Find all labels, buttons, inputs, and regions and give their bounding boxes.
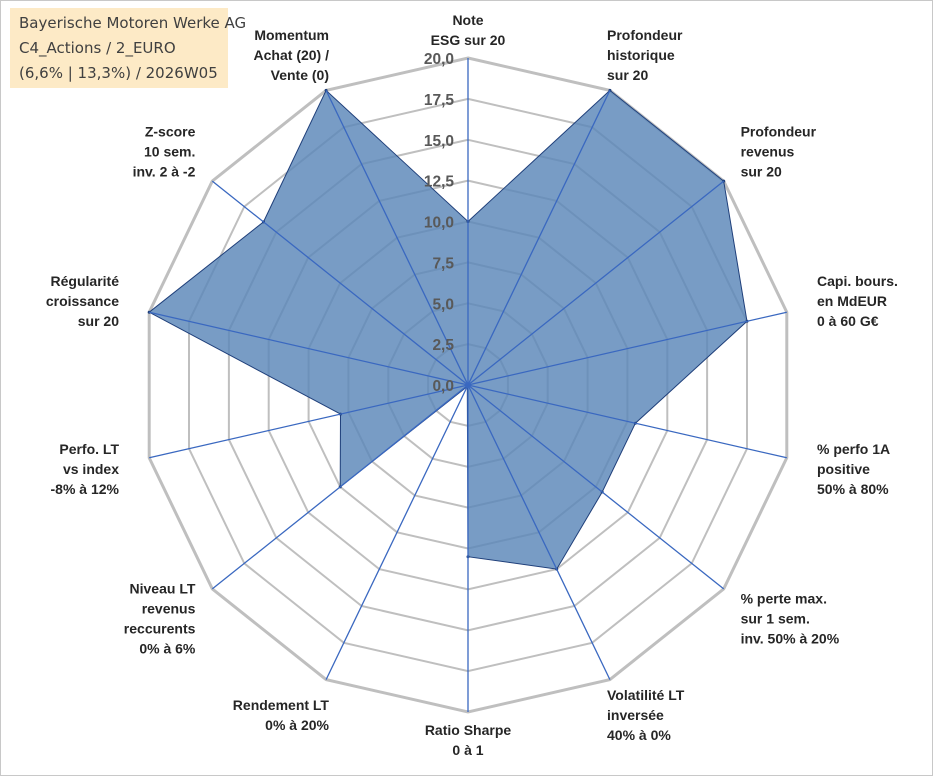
spoke-9 xyxy=(211,384,469,590)
tick-label: 0,0 xyxy=(432,378,454,395)
axis-label-line: revenus xyxy=(741,144,795,160)
axis-label-line: 10 sem. xyxy=(144,144,195,160)
chart-title-company: Bayerische Motoren Werke AG xyxy=(19,14,247,32)
axis-label-line: croissance xyxy=(46,293,119,309)
axis-label-line: inv. 50% à 20% xyxy=(741,630,840,646)
spoke-4 xyxy=(467,384,787,459)
spoke-3 xyxy=(467,311,787,386)
tick-label: 12,5 xyxy=(424,174,455,191)
tick-label: 15,0 xyxy=(424,133,454,150)
tick-label: 5,0 xyxy=(432,296,454,313)
axis-label-2: Profondeur revenus sur 20 xyxy=(741,124,817,180)
axis-label-line: Z-score xyxy=(145,124,196,140)
radar-spokes xyxy=(149,58,787,712)
radar-axis-labels: Note ESG sur 20 Profondeur historique sur 20… xyxy=(46,12,898,758)
tick-label: 2,5 xyxy=(432,337,454,354)
axis-label-line: Ratio Sharpe xyxy=(425,722,512,738)
axis-label-line: sur 20 xyxy=(78,313,119,329)
axis-label-7: Ratio Sharpe 0 à 1 xyxy=(425,722,512,758)
axis-label-11: Régularité croissance sur 20 xyxy=(46,273,119,329)
axis-label-line: 0 à 60 G€ xyxy=(817,313,879,329)
chart-title-params: (6,6% | 13,3%) / 2026W05 xyxy=(19,64,218,82)
axis-label-1: Profondeur historique sur 20 xyxy=(607,27,683,83)
axis-label-line: % perte max. xyxy=(741,590,827,606)
axis-label-line: Perfo. LT xyxy=(59,441,119,457)
spoke-13 xyxy=(325,90,469,386)
axis-label-line: Note xyxy=(452,12,483,28)
axis-label-line: Rendement LT xyxy=(233,697,330,713)
axis-label-line: Profondeur xyxy=(607,27,683,43)
axis-label-line: Achat (20) / xyxy=(254,47,330,63)
axis-label-line: inv. 2 à -2 xyxy=(133,164,196,180)
spoke-6 xyxy=(467,384,611,680)
spoke-12 xyxy=(211,180,469,386)
axis-label-3: Capi. bours. en MdEUR 0 à 60 G€ xyxy=(817,273,898,329)
spoke-11 xyxy=(149,311,469,386)
axis-label-6: Volatilité LT inversée 40% à 0% xyxy=(607,687,685,743)
axis-label-line: reccurents xyxy=(124,620,196,636)
tick-label: 10,0 xyxy=(424,215,454,232)
axis-label-line: 0% à 6% xyxy=(139,640,196,656)
radar-tick-labels: 0,0 2,5 5,0 7,5 10,0 12,5 15,0 17,5 20,0 xyxy=(424,51,455,395)
axis-label-line: 0 à 1 xyxy=(452,742,483,758)
spoke-5 xyxy=(467,384,725,590)
axis-label-line: ESG sur 20 xyxy=(431,32,506,48)
axis-label-line: Profondeur xyxy=(741,124,817,140)
axis-label-line: 50% à 80% xyxy=(817,481,889,497)
axis-label-5: % perte max. sur 1 sem. inv. 50% à 20% xyxy=(741,590,840,646)
axis-label-line: Momentum xyxy=(254,27,329,43)
axis-label-12: Z-score 10 sem. inv. 2 à -2 xyxy=(133,124,196,180)
tick-label: 20,0 xyxy=(424,51,454,68)
axis-label-line: positive xyxy=(817,461,870,477)
axis-label-line: sur 20 xyxy=(741,164,782,180)
axis-label-10: Perfo. LT vs index -8% à 12% xyxy=(51,441,120,497)
chart-title-portfolio: C4_Actions / 2_EURO xyxy=(19,39,176,57)
spoke-1 xyxy=(467,90,611,386)
axis-label-line: vs index xyxy=(63,461,119,477)
axis-label-4: % perfo 1A positive 50% à 80% xyxy=(817,441,890,497)
axis-label-line: en MdEUR xyxy=(817,293,887,309)
axis-label-line: historique xyxy=(607,47,675,63)
axis-label-line: Niveau LT xyxy=(130,580,196,596)
series-area xyxy=(148,89,748,570)
axis-label-line: Volatilité LT xyxy=(607,687,685,703)
chart-title-box: Bayerische Motoren Werke AG C4_Actions /… xyxy=(10,8,246,88)
axis-label-line: sur 20 xyxy=(607,67,648,83)
spoke-8 xyxy=(325,384,469,680)
axis-label-line: -8% à 12% xyxy=(51,481,120,497)
axis-label-8: Rendement LT 0% à 20% xyxy=(233,697,330,733)
axis-label-line: 0% à 20% xyxy=(265,717,329,733)
spoke-10 xyxy=(149,384,469,459)
axis-label-line: % perfo 1A xyxy=(817,441,890,457)
axis-label-line: inversée xyxy=(607,707,664,723)
axis-label-line: Vente (0) xyxy=(271,67,329,83)
tick-label: 17,5 xyxy=(424,92,455,109)
spoke-2 xyxy=(467,180,725,386)
axis-label-line: revenus xyxy=(142,600,196,616)
axis-label-0: Note ESG sur 20 xyxy=(431,12,506,48)
axis-label-line: 40% à 0% xyxy=(607,727,671,743)
axis-label-13: Momentum Achat (20) / Vente (0) xyxy=(254,27,330,83)
axis-label-9: Niveau LT revenus reccurents 0% à 6% xyxy=(124,580,196,656)
tick-label: 7,5 xyxy=(432,255,454,272)
axis-label-line: Capi. bours. xyxy=(817,273,898,289)
axis-label-line: sur 1 sem. xyxy=(741,610,810,626)
axis-label-line: Régularité xyxy=(51,273,120,289)
